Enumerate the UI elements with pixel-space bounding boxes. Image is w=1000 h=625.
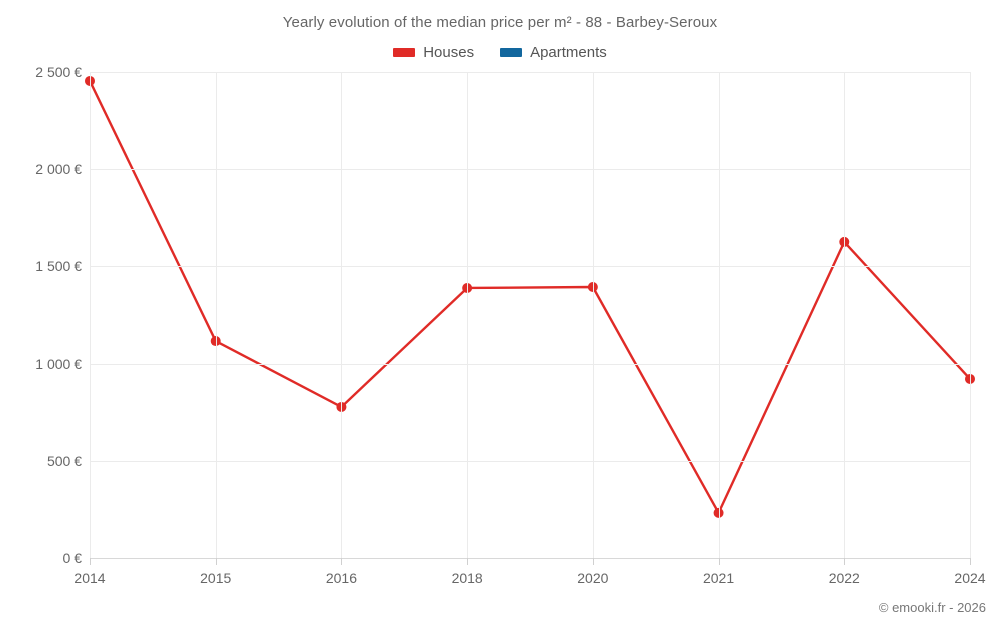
x-gridline xyxy=(970,72,971,558)
x-axis-tick-label: 2021 xyxy=(702,570,735,586)
y-axis-tick-label: 1 500 € xyxy=(35,258,82,275)
y-gridline xyxy=(90,169,970,171)
footer-credit: © emooki.fr - 2026 xyxy=(878,600,986,615)
y-gridline xyxy=(90,72,970,73)
y-axis-tick-label: 500 € xyxy=(46,452,82,469)
y-gridline xyxy=(90,363,970,365)
y-gridline xyxy=(90,460,970,462)
chart-title: Yearly evolution of the median price per… xyxy=(282,14,718,31)
x-axis-tick-label: 2018 xyxy=(451,570,483,586)
legend-item-houses[interactable]: Houses xyxy=(393,44,474,61)
chart-legend: Houses Apartments xyxy=(0,44,1000,61)
x-axis-tick xyxy=(718,558,720,565)
x-axis-tick-label: 2014 xyxy=(74,570,106,586)
x-gridline xyxy=(844,72,846,558)
legend-swatch-icon xyxy=(393,48,416,57)
x-axis-tick xyxy=(341,558,343,565)
y-axis-tick-label: 2 500 € xyxy=(35,64,82,80)
x-axis-tick xyxy=(844,558,846,565)
x-gridline xyxy=(592,72,594,558)
x-axis-tick-label: 2016 xyxy=(325,570,357,586)
y-gridline xyxy=(90,266,970,268)
plot-area xyxy=(85,72,975,565)
x-gridline xyxy=(341,72,343,558)
legend-item-label: Apartments xyxy=(530,44,607,61)
x-gridline xyxy=(467,72,469,558)
x-axis-tick xyxy=(90,558,91,565)
x-axis-tick xyxy=(592,558,594,565)
x-gridline xyxy=(215,72,217,558)
x-axis-tick xyxy=(467,558,469,565)
x-axis-tick-label: 2020 xyxy=(577,570,609,586)
series-line-houses xyxy=(88,79,972,515)
x-axis-tick xyxy=(970,558,971,565)
series-layer xyxy=(85,75,975,518)
legend-item-apartments[interactable]: Apartments xyxy=(500,44,607,61)
y-axis-labels: 0 € 500 € 1 000 € 1 500 € 2 000 € 2 500 € xyxy=(0,64,82,566)
y-axis-tick-label: 0 € xyxy=(62,550,82,566)
legend-swatch-icon xyxy=(500,48,523,57)
x-gridline xyxy=(90,72,91,558)
legend-item-label: Houses xyxy=(423,44,475,61)
x-gridline xyxy=(718,72,720,558)
x-axis-tick-label: 2015 xyxy=(200,570,232,586)
y-axis-tick-label: 1 000 € xyxy=(35,355,82,372)
x-axis-tick-label: 2024 xyxy=(954,570,986,586)
y-axis-tick-label: 2 000 € xyxy=(35,161,82,178)
x-axis-tick xyxy=(215,558,217,565)
x-axis-tick-label: 2022 xyxy=(828,570,860,586)
y-gridline xyxy=(90,558,970,559)
